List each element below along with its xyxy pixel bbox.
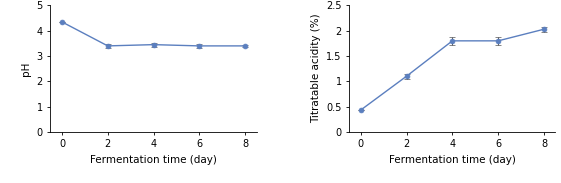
Y-axis label: Titratable acidity (%): Titratable acidity (%) bbox=[311, 14, 321, 124]
X-axis label: Fermentation time (day): Fermentation time (day) bbox=[389, 155, 516, 165]
Y-axis label: pH: pH bbox=[21, 61, 31, 76]
X-axis label: Fermentation time (day): Fermentation time (day) bbox=[90, 155, 217, 165]
